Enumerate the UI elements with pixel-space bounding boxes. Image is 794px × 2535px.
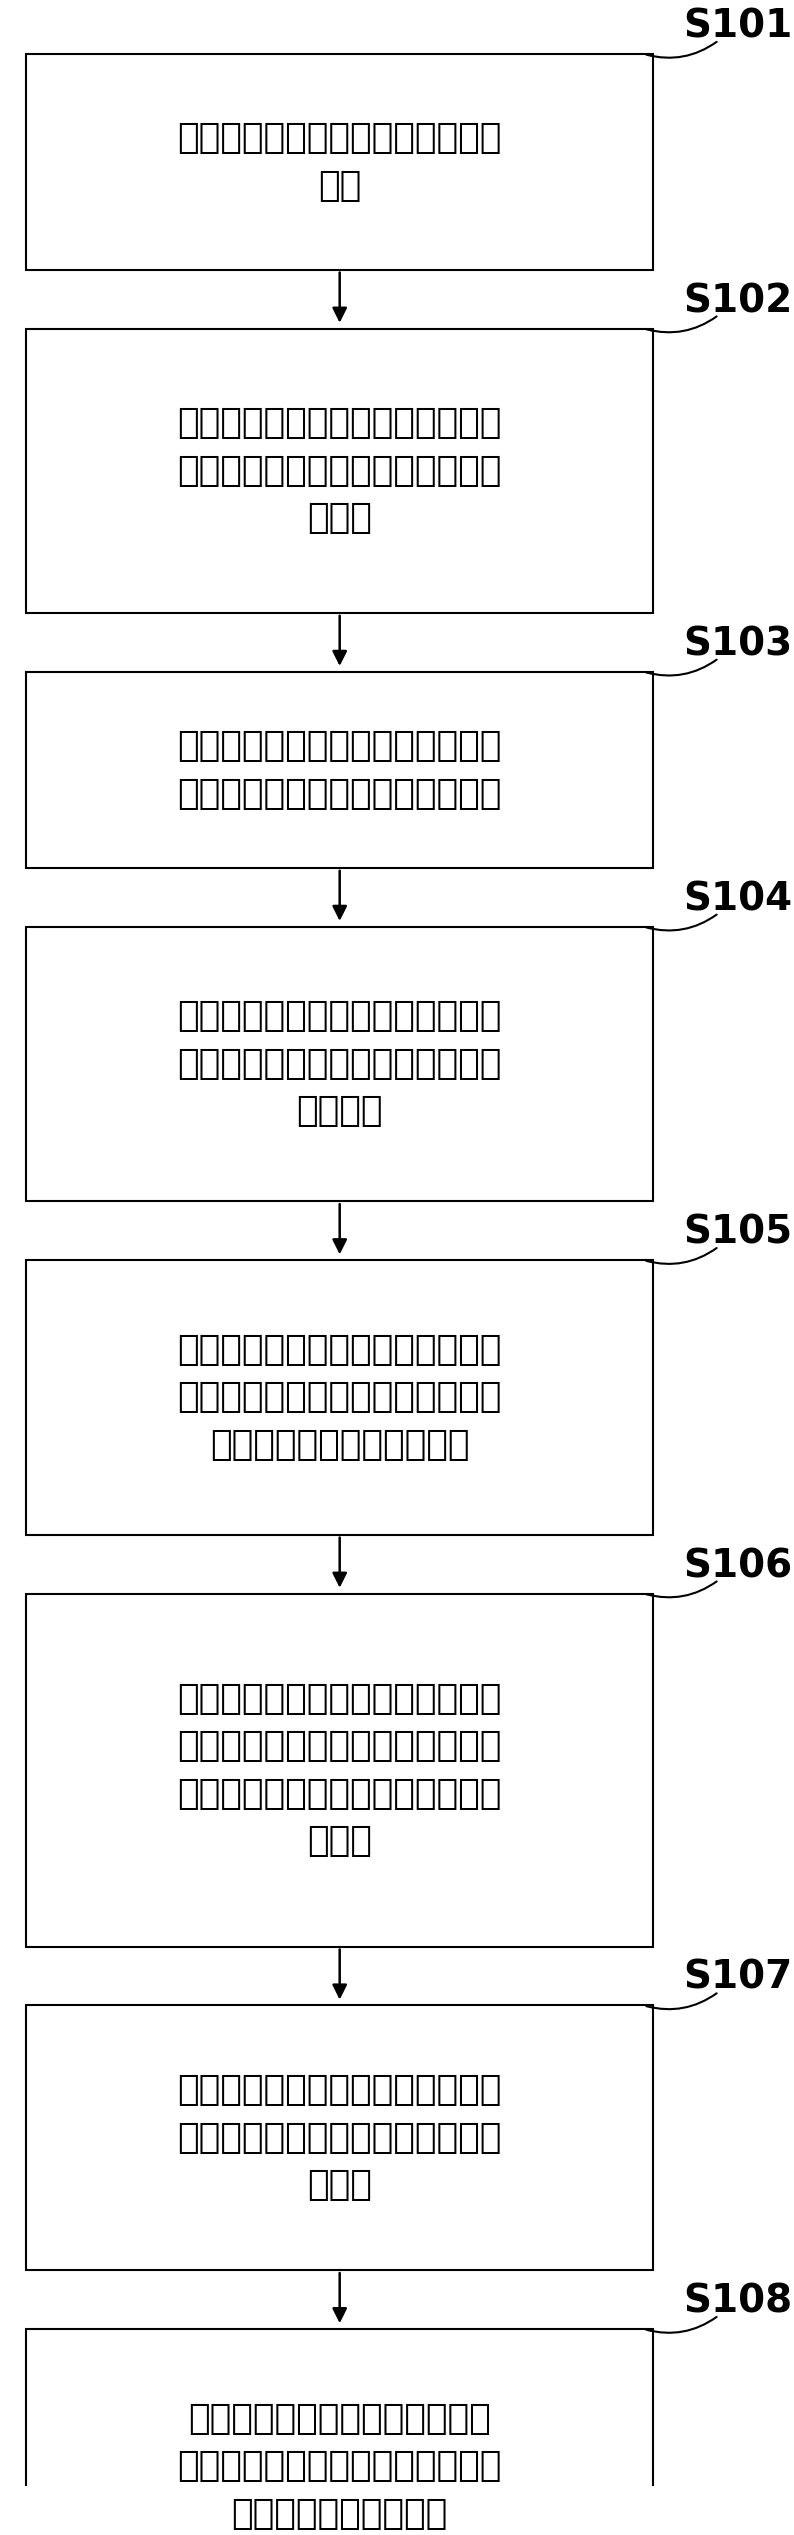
Text: 按照各个区域的不同属性，将几何
模型的各个区域划分为体网格单元: 按照各个区域的不同属性，将几何 模型的各个区域划分为体网格单元 — [178, 730, 502, 811]
Text: 输出液力缓速器制动性能仿真模
型、不同转速下的制动转矩稳态制
动转矩和动态制动转矩: 输出液力缓速器制动性能仿真模 型、不同转速下的制动转矩稳态制 动转矩和动态制动转… — [178, 2401, 502, 2530]
Text: S107: S107 — [683, 1960, 792, 1998]
Text: S102: S102 — [683, 281, 792, 319]
Bar — [26, 1595, 653, 1947]
Text: 采用粒子搜索算法，确定流体粒子
之间的相互作用；采用接触算法，
确定流体粒子与网格单元之间的相
互作用: 采用粒子搜索算法，确定流体粒子 之间的相互作用；采用接触算法， 确定流体粒子与网… — [178, 1681, 502, 1858]
Bar — [26, 53, 653, 269]
Text: 在全流道轮腔模型区域，将体网格
单元节点转化为流体粒子，以模拟
流体运动: 在全流道轮腔模型区域，将体网格 单元节点转化为流体粒子，以模拟 流体运动 — [178, 999, 502, 1128]
Text: S106: S106 — [683, 1546, 792, 1584]
Text: 根据预设的流体粒子的光滑长度，
通过光滑核函数，在全流道轮腔模
型区域内构建油液流动模型: 根据预设的流体粒子的光滑长度， 通过光滑核函数，在全流道轮腔模 型区域内构建油液… — [178, 1333, 502, 1463]
Bar — [26, 928, 653, 1202]
Bar — [26, 672, 653, 867]
Bar — [26, 330, 653, 613]
Text: 针对选定的液力缓速器，建立几何
模型: 针对选定的液力缓速器，建立几何 模型 — [178, 122, 502, 203]
Bar — [26, 1260, 653, 1534]
Bar — [26, 2330, 653, 2535]
Text: S101: S101 — [683, 8, 792, 46]
Text: S108: S108 — [683, 2282, 792, 2320]
Text: S105: S105 — [683, 1214, 792, 1252]
Text: S103: S103 — [683, 626, 792, 664]
Text: S104: S104 — [683, 880, 792, 918]
Text: 对几何模型进行简化，将全流道模
型区域构建为封闭的全流道轮腔模
型区域: 对几何模型进行简化，将全流道模 型区域构建为封闭的全流道轮腔模 型区域 — [178, 406, 502, 535]
Bar — [26, 2005, 653, 2271]
Text: 测得液力缓速器制动性能仿真模型
在不同转速下的稳态转矩和动态制
动转矩: 测得液力缓速器制动性能仿真模型 在不同转速下的稳态转矩和动态制 动转矩 — [178, 2074, 502, 2203]
